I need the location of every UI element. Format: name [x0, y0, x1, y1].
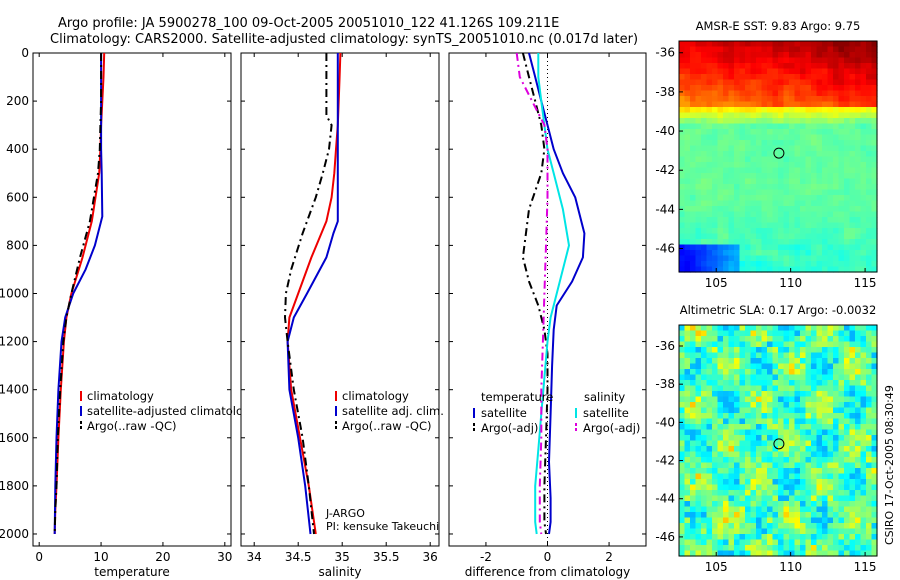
sla-map-panel: 105 110 115 -36 -38 -40 -42 -44 -46 Altimetric SL… — [655, 303, 878, 574]
x-tick-label: 34.5 — [285, 550, 312, 564]
legend-header: salinity — [584, 390, 625, 404]
plot-frame — [240, 52, 440, 547]
argo-position-marker — [773, 147, 785, 159]
y-tick-label: 1800 — [0, 479, 29, 493]
y-tick-label: 600 — [6, 190, 29, 204]
x-tick-label: 0 — [544, 550, 552, 564]
y-tick-label: -40 — [655, 124, 675, 138]
y-tick-label: -36 — [655, 46, 675, 60]
salinity-profile-panel: 34 34.5 35 35.5 36 salinity climatologysatelli… — [240, 52, 444, 579]
y-tick-label: -42 — [655, 163, 675, 177]
x-axis-label: salinity — [318, 565, 361, 579]
side-timestamp-label: CSIRO 17-Oct-2005 08:30:49 — [883, 385, 896, 545]
heatmap-field — [679, 325, 878, 557]
y-tick-label: 1400 — [0, 383, 29, 397]
temperature-profile-panel: 0 10 20 30 temperature 0 200 400 600 800 1000 1200 1… — [0, 46, 257, 579]
figure-title-line1: Argo profile: JA 5900278_100 09-Oct-2005… — [58, 16, 559, 31]
legend-label: satellite adj. clim. — [342, 404, 444, 418]
y-tick-label: -44 — [655, 492, 675, 506]
legend-label: Argo(-adj) — [481, 421, 538, 435]
x-tick-label: 35 — [335, 550, 350, 564]
series-line-argo-raw-qc — [284, 53, 333, 535]
x-axis-label: difference from climatology — [465, 565, 631, 579]
series-line-salinity-satellite — [534, 53, 570, 535]
x-tick-label: 115 — [854, 560, 877, 574]
y-tick-label: -38 — [655, 377, 675, 391]
y-tick-label: 400 — [6, 142, 29, 156]
plot-frame — [32, 52, 232, 547]
y-tick-label: 1200 — [0, 335, 29, 349]
series-line-temperature-satellite — [528, 52, 586, 535]
x-tick-label: 34 — [247, 550, 262, 564]
pi-annotation: J-ARGO — [325, 507, 365, 520]
x-tick-label: 105 — [705, 276, 728, 290]
plot-frame — [448, 52, 647, 547]
y-tick-label: 0 — [21, 46, 29, 60]
series-line-satellite-adj-clim — [286, 53, 339, 535]
x-axis-label: temperature — [94, 565, 169, 579]
y-tick-label: -42 — [655, 454, 675, 468]
series-line-salinity-argo-adj — [515, 52, 549, 535]
x-tick-label: 110 — [779, 560, 802, 574]
legend-label: satellite — [481, 406, 527, 420]
pi-annotation: PI: kensuke Takeuchi — [326, 520, 439, 533]
legend-label: satellite-adjusted climatology — [87, 404, 257, 418]
x-tick-label: 0 — [35, 550, 43, 564]
heatmap-field — [679, 41, 878, 273]
map-frame — [678, 40, 878, 273]
argo-position-marker — [773, 438, 785, 450]
series-line-argo-raw-qc — [53, 53, 103, 535]
x-tick-label: 105 — [705, 560, 728, 574]
y-tick-label: 2000 — [0, 527, 29, 541]
x-tick-label: 115 — [854, 276, 877, 290]
x-tick-label: 10 — [93, 550, 108, 564]
figure-title-line2: Climatology: CARS2000. Satellite-adjuste… — [50, 32, 638, 47]
legend-label: Argo(..raw -QC) — [87, 419, 177, 433]
map-frame — [678, 324, 878, 557]
y-tick-label: -40 — [655, 415, 675, 429]
y-tick-label: -46 — [655, 530, 675, 544]
legend-label: climatology — [87, 389, 154, 403]
legend-label: climatology — [342, 389, 409, 403]
y-tick-label: 800 — [6, 238, 29, 252]
x-tick-label: 35.5 — [373, 550, 400, 564]
x-tick-label: 2 — [605, 550, 613, 564]
x-tick-label: 30 — [217, 550, 232, 564]
x-tick-label: 20 — [155, 550, 170, 564]
x-tick-label: 36 — [423, 550, 438, 564]
x-tick-label: 110 — [779, 276, 802, 290]
legend-label: Argo(-adj) — [583, 421, 640, 435]
sst-map-panel: 105 110 115 -36 -38 -40 -42 -44 -46 AMSR-E SST: 9… — [655, 19, 878, 290]
y-tick-label: 1600 — [0, 431, 29, 445]
y-tick-label: -46 — [655, 242, 675, 256]
y-tick-label: 200 — [6, 94, 29, 108]
y-tick-label: 1000 — [0, 286, 29, 300]
legend-label: satellite — [583, 406, 629, 420]
map-title: Altimetric SLA: 0.17 Argo: -0.0032 — [680, 303, 877, 317]
y-tick-label: -44 — [655, 202, 675, 216]
series-line-temperature-argo-adj — [521, 52, 549, 535]
y-tick-label: -36 — [655, 339, 675, 353]
legend-header: temperature — [481, 390, 553, 404]
y-tick-label: -38 — [655, 85, 675, 99]
x-tick-label: -2 — [480, 550, 492, 564]
map-title: AMSR-E SST: 9.83 Argo: 9.75 — [696, 19, 861, 33]
legend-label: Argo(..raw -QC) — [342, 419, 432, 433]
